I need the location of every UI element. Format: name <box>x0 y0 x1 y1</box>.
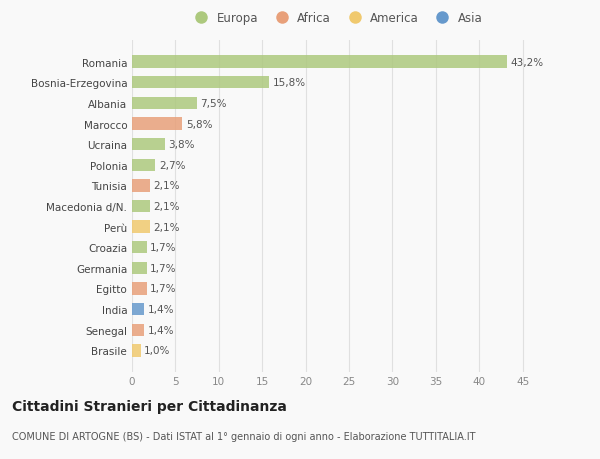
Text: 3,8%: 3,8% <box>169 140 195 150</box>
Legend: Europa, Africa, America, Asia: Europa, Africa, America, Asia <box>185 7 487 30</box>
Text: 2,7%: 2,7% <box>159 160 185 170</box>
Text: 1,7%: 1,7% <box>150 243 177 253</box>
Text: 5,8%: 5,8% <box>186 119 212 129</box>
Bar <box>132 201 150 213</box>
Text: 2,1%: 2,1% <box>154 222 180 232</box>
Bar <box>132 241 147 254</box>
Text: 1,0%: 1,0% <box>144 346 170 356</box>
Text: 1,4%: 1,4% <box>148 325 174 335</box>
Bar <box>132 324 144 336</box>
Text: 2,1%: 2,1% <box>154 181 180 191</box>
Text: COMUNE DI ARTOGNE (BS) - Dati ISTAT al 1° gennaio di ogni anno - Elaborazione TU: COMUNE DI ARTOGNE (BS) - Dati ISTAT al 1… <box>12 431 476 442</box>
Bar <box>132 221 150 233</box>
Bar <box>132 262 147 274</box>
Text: 1,7%: 1,7% <box>150 263 177 273</box>
Text: 7,5%: 7,5% <box>200 99 227 109</box>
Text: Cittadini Stranieri per Cittadinanza: Cittadini Stranieri per Cittadinanza <box>12 399 287 413</box>
Bar <box>132 56 507 69</box>
Bar <box>132 344 140 357</box>
Text: 15,8%: 15,8% <box>272 78 306 88</box>
Bar <box>132 180 150 192</box>
Bar <box>132 139 165 151</box>
Bar <box>132 159 155 172</box>
Bar <box>132 303 144 316</box>
Text: 2,1%: 2,1% <box>154 202 180 212</box>
Text: 1,7%: 1,7% <box>150 284 177 294</box>
Text: 1,4%: 1,4% <box>148 304 174 314</box>
Bar <box>132 97 197 110</box>
Bar <box>132 283 147 295</box>
Text: 43,2%: 43,2% <box>511 57 544 67</box>
Bar <box>132 77 269 89</box>
Bar <box>132 118 182 130</box>
